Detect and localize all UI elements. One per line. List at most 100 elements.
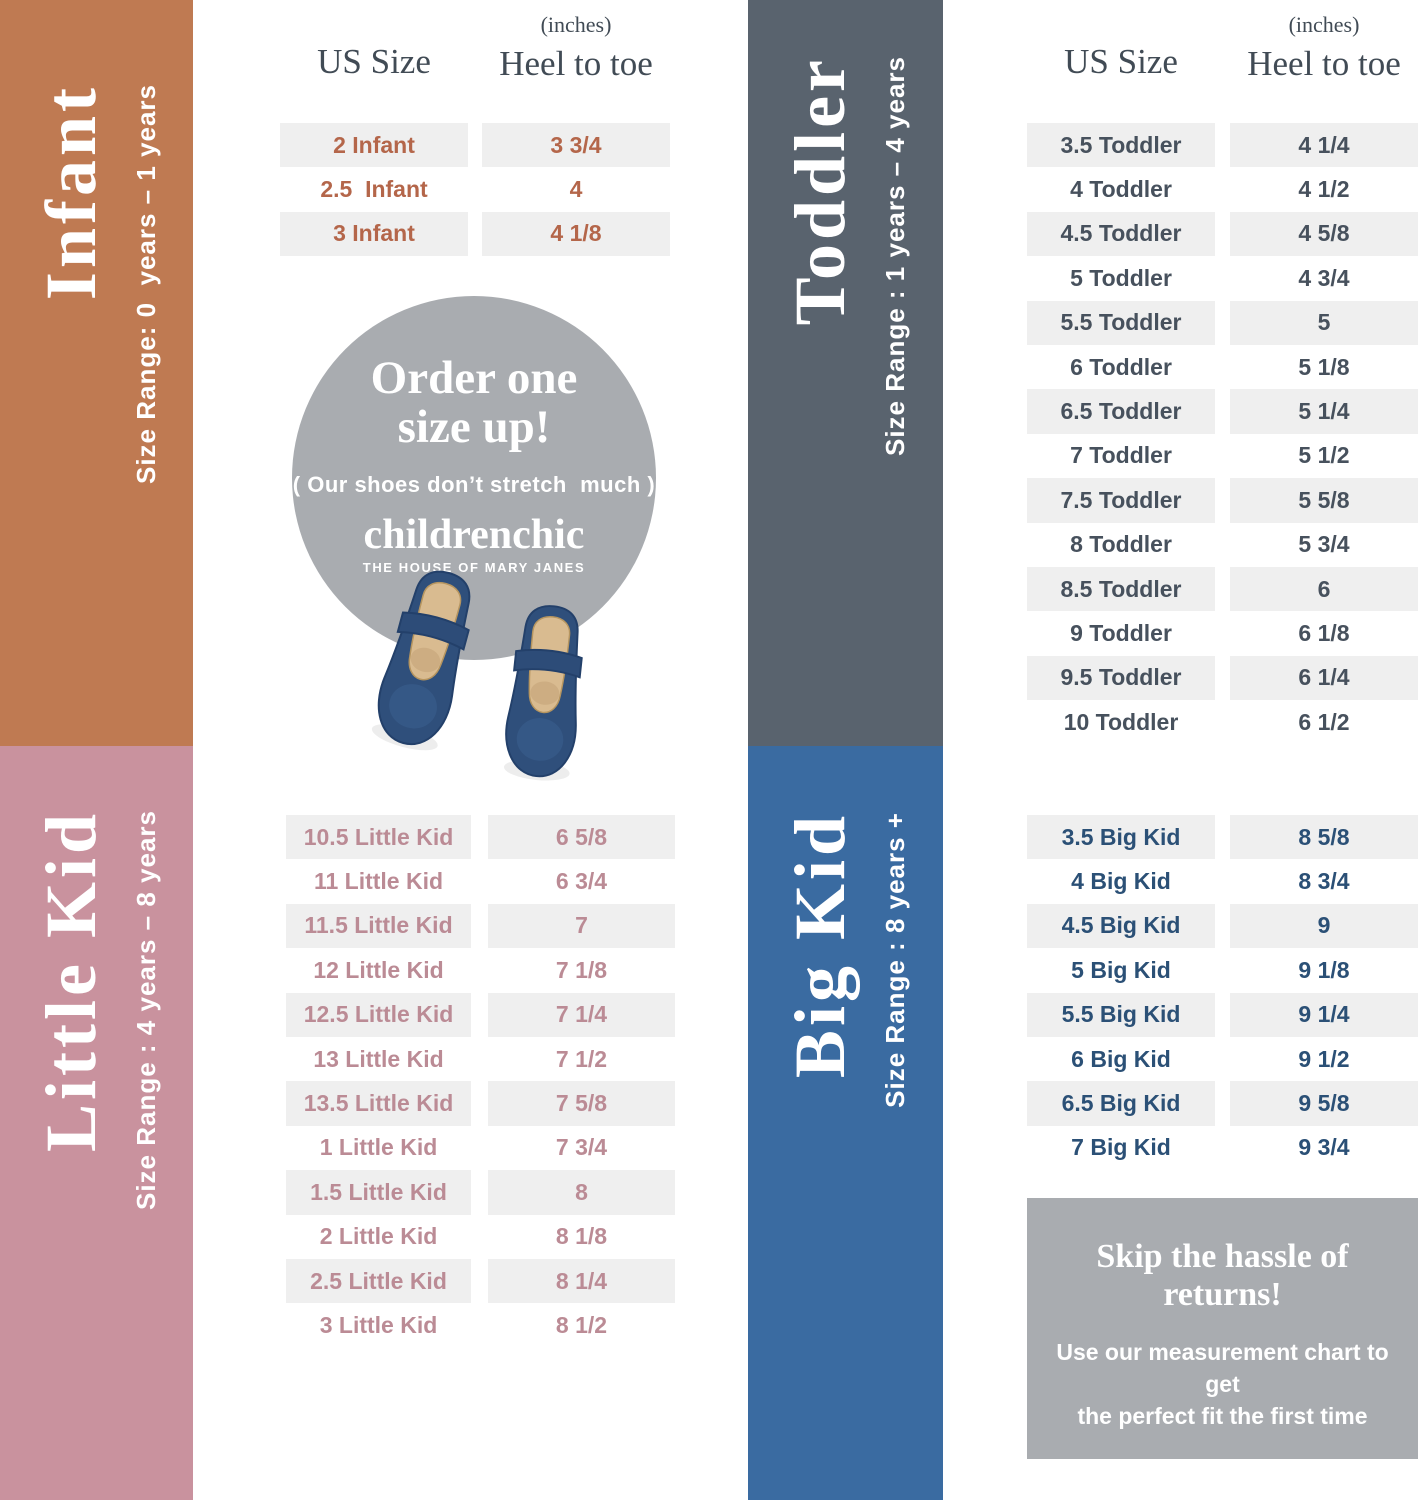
heel-to-toe-cell: 4	[569, 176, 583, 203]
heel-to-toe-cell: 9	[1230, 903, 1418, 949]
us-size-cell: 9 Toddler	[1070, 619, 1172, 646]
little-kid-section-title: Little Kid	[30, 810, 111, 1152]
us-size-cell: 12 Little Kid	[313, 956, 444, 983]
heel-to-toe-cell: 7	[488, 903, 675, 949]
heel-to-toe-cell: 6 1/8	[1298, 619, 1350, 646]
us-size-cell: 11.5 Little Kid	[286, 903, 471, 949]
heel-to-toe-cell: 6 5/8	[488, 815, 675, 860]
us-size-cell: 3.5 Big Kid	[1027, 815, 1215, 860]
heel-to-toe-cell: 4 1/2	[1298, 176, 1350, 203]
big-kid-section-bar: Big Kid Size Range : 8 years +	[748, 746, 943, 1500]
toddler-heel-to-toe-header: Heel to toe	[1247, 44, 1401, 83]
us-size-cell: 2 Little Kid	[319, 1223, 438, 1250]
us-size-cell: 3 Infant	[280, 211, 468, 257]
us-size-cell: 2 Infant	[280, 123, 468, 168]
us-size-cell: 2.5 Infant	[320, 176, 428, 203]
heel-to-toe-cell: 8 1/8	[555, 1223, 608, 1250]
us-size-cell: 13.5 Little Kid	[286, 1081, 471, 1126]
toddler-size-table: 3.5 Toddler 4 1/4 4 Toddler 4 1/2 4.5 Toddle…	[1027, 123, 1418, 744]
heel-to-toe-cell: 8 5/8	[1230, 815, 1418, 860]
big-kid-size-table: 3.5 Big Kid 8 5/8 4 Big Kid 8 3/4 4.5 Big Ki…	[1027, 815, 1418, 1170]
heel-to-toe-cell: 5 1/2	[1298, 442, 1350, 469]
us-size-cell: 3.5 Toddler	[1027, 123, 1215, 168]
us-size-cell: 13 Little Kid	[313, 1045, 444, 1072]
returns-body-line1: Use our measurement chart to get	[1056, 1339, 1389, 1398]
infant-section-bar: Infant Size Range: 0 years – 1 years	[0, 0, 193, 746]
us-size-cell: 7.5 Toddler	[1027, 478, 1215, 523]
heel-to-toe-cell: 8	[488, 1170, 675, 1215]
heel-to-toe-cell: 9 5/8	[1230, 1081, 1418, 1126]
brand-logo: childrenchic	[363, 511, 585, 558]
heel-to-toe-cell: 5 1/8	[1298, 353, 1350, 380]
heel-to-toe-cell: 7 3/4	[555, 1134, 608, 1161]
toddler-inches-note: (inches)	[1288, 12, 1360, 37]
us-size-cell: 8.5 Toddler	[1027, 566, 1215, 612]
us-size-cell: 6 Big Kid	[1071, 1045, 1171, 1072]
order-size-up-badge: Order one size up! ( Our shoes don’t str…	[292, 296, 656, 660]
us-size-cell: 9.5 Toddler	[1027, 655, 1215, 701]
returns-body-line2: the perfect fit the first time	[1077, 1403, 1368, 1430]
infant-us-size-header: US Size	[317, 42, 431, 81]
us-size-cell: 7 Big Kid	[1071, 1134, 1171, 1161]
us-size-cell: 6 Toddler	[1070, 353, 1172, 380]
heel-to-toe-cell: 7 1/8	[555, 956, 608, 983]
infant-size-table: 2 Infant 3 3/4 2.5 Infant 4 3 Infant 4 1/8	[280, 123, 670, 257]
heel-to-toe-cell: 7 5/8	[488, 1081, 675, 1126]
little-kid-size-table: 10.5 Little Kid 6 5/8 11 Little Kid 6 3/4 11…	[286, 815, 675, 1348]
us-size-cell: 2.5 Little Kid	[286, 1258, 471, 1304]
infant-heel-to-toe-header: Heel to toe	[499, 44, 653, 83]
big-kid-section-title: Big Kid	[779, 812, 860, 1079]
us-size-cell: 5 Toddler	[1070, 264, 1172, 291]
us-size-cell: 5.5 Big Kid	[1027, 992, 1215, 1037]
heel-to-toe-cell: 9 1/4	[1230, 992, 1418, 1037]
toddler-us-size-header: US Size	[1064, 42, 1178, 81]
promo-note: ( Our shoes don’t stretch much )	[292, 471, 656, 497]
us-size-cell: 1.5 Little Kid	[286, 1170, 471, 1215]
heel-to-toe-cell: 4 3/4	[1298, 264, 1350, 291]
heel-to-toe-cell: 9 1/2	[1298, 1045, 1350, 1072]
heel-to-toe-cell: 6 1/2	[1298, 708, 1350, 735]
toddler-size-range: Size Range : 1 years – 4 years	[879, 56, 910, 457]
us-size-cell: 11 Little Kid	[313, 868, 444, 895]
us-size-cell: 4 Toddler	[1070, 176, 1172, 203]
returns-info-box: Skip the hassle of returns! Use our meas…	[1027, 1198, 1418, 1459]
heel-to-toe-cell: 6 1/4	[1230, 655, 1418, 701]
heel-to-toe-cell: 4 5/8	[1230, 211, 1418, 257]
returns-title: Skip the hassle of returns!	[1096, 1238, 1349, 1313]
heel-to-toe-cell: 4 1/8	[482, 211, 670, 257]
heel-to-toe-cell: 5 1/4	[1230, 389, 1418, 434]
us-size-cell: 3 Little Kid	[319, 1311, 438, 1338]
toddler-section-bar: Toddler Size Range : 1 years – 4 years	[748, 0, 943, 746]
us-size-cell: 10 Toddler	[1063, 708, 1179, 735]
us-size-cell: 1 Little Kid	[319, 1134, 438, 1161]
heel-to-toe-cell: 9 1/8	[1298, 956, 1350, 983]
big-kid-size-range: Size Range : 8 years +	[879, 812, 910, 1108]
toddler-section-title: Toddler	[779, 56, 860, 326]
heel-to-toe-cell: 3 3/4	[482, 123, 670, 168]
brand-tagline: THE HOUSE OF MARY JANES	[362, 559, 586, 575]
infant-inches-note: (inches)	[540, 12, 612, 37]
us-size-cell: 10.5 Little Kid	[286, 815, 471, 860]
us-size-cell: 4.5 Toddler	[1027, 211, 1215, 257]
heel-to-toe-cell: 6	[1230, 566, 1418, 612]
heel-to-toe-cell: 5	[1230, 300, 1418, 345]
heel-to-toe-cell: 4 1/4	[1230, 123, 1418, 168]
us-size-cell: 5.5 Toddler	[1027, 300, 1215, 345]
us-size-cell: 5 Big Kid	[1071, 956, 1171, 983]
us-size-cell: 8 Toddler	[1070, 531, 1172, 558]
us-size-cell: 6.5 Toddler	[1027, 389, 1215, 434]
heel-to-toe-cell: 6 3/4	[555, 868, 608, 895]
infant-size-range: Size Range: 0 years – 1 years	[130, 84, 161, 485]
heel-to-toe-cell: 7 1/2	[555, 1045, 608, 1072]
infant-section-title: Infant	[30, 84, 111, 301]
us-size-cell: 12.5 Little Kid	[286, 992, 471, 1037]
heel-to-toe-cell: 8 1/4	[488, 1258, 675, 1304]
heel-to-toe-cell: 7 1/4	[488, 992, 675, 1037]
heel-to-toe-cell: 9 3/4	[1298, 1134, 1350, 1161]
little-kid-section-bar: Little Kid Size Range : 4 years – 8 year…	[0, 746, 193, 1500]
heel-to-toe-cell: 5 3/4	[1298, 531, 1350, 558]
little-kid-size-range: Size Range : 4 years – 8 years	[130, 810, 161, 1211]
heel-to-toe-cell: 8 1/2	[555, 1311, 608, 1338]
promo-title-line2: size up!	[397, 400, 551, 453]
